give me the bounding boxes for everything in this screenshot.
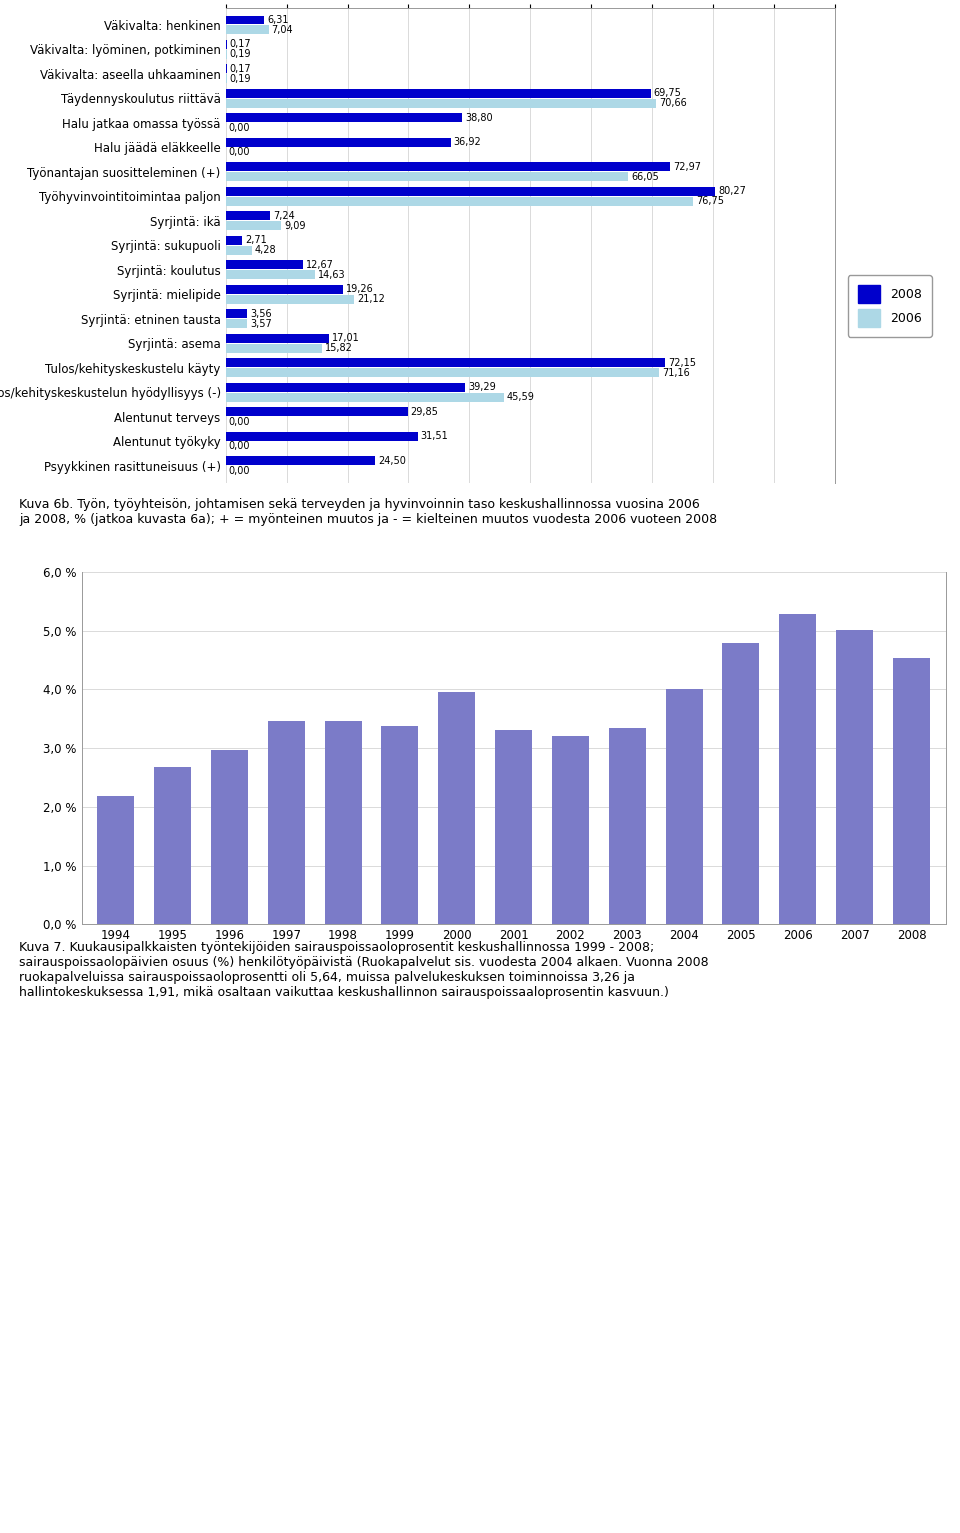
Text: 0,00: 0,00 (228, 442, 250, 451)
Bar (893, 658, 930, 924)
Bar (154, 768, 191, 924)
Text: 15,82: 15,82 (325, 343, 353, 353)
Text: 6,31: 6,31 (267, 15, 289, 25)
Bar (226, 392, 503, 402)
Bar (836, 630, 874, 924)
Bar (723, 642, 759, 924)
Text: 3,56: 3,56 (251, 308, 272, 319)
Bar (226, 310, 248, 319)
Bar (226, 236, 242, 245)
Bar (226, 408, 408, 417)
Text: 80,27: 80,27 (718, 187, 746, 196)
Bar (226, 334, 329, 343)
Bar (226, 64, 227, 74)
Text: 0,17: 0,17 (229, 64, 252, 74)
Text: 3,57: 3,57 (251, 319, 273, 328)
Text: 14: 14 (24, 1110, 51, 1128)
Bar (226, 319, 248, 328)
Bar (226, 261, 302, 270)
Text: 9,09: 9,09 (284, 221, 305, 230)
Bar (97, 796, 134, 924)
Text: 0,19: 0,19 (229, 74, 252, 84)
Bar (226, 89, 651, 98)
Bar (552, 736, 588, 924)
Text: 14,63: 14,63 (318, 270, 346, 279)
Bar (226, 212, 270, 221)
Text: 39,29: 39,29 (468, 382, 496, 392)
Bar (226, 383, 465, 392)
Bar (226, 359, 665, 368)
Bar (381, 725, 419, 924)
Bar (226, 74, 227, 83)
Bar (226, 15, 264, 25)
Bar (226, 40, 227, 49)
Text: 29,85: 29,85 (411, 406, 439, 417)
Text: 21,12: 21,12 (357, 294, 385, 304)
Bar (268, 721, 304, 924)
Bar (226, 432, 418, 442)
Bar (495, 730, 532, 924)
Bar (226, 138, 450, 147)
Bar (226, 187, 715, 196)
Text: 0,00: 0,00 (228, 466, 250, 475)
Bar (226, 98, 657, 107)
Bar (226, 196, 693, 205)
Text: 72,97: 72,97 (674, 162, 702, 172)
Text: Kuva 6b. Työn, työyhteisön, johtamisen sekä terveyden ja hyvinvoinnin taso kesku: Kuva 6b. Työn, työyhteisön, johtamisen s… (19, 498, 717, 526)
Text: 76,75: 76,75 (697, 196, 725, 205)
Bar (324, 721, 362, 924)
Text: 0,17: 0,17 (229, 40, 252, 49)
Bar (226, 172, 628, 181)
Text: 4,28: 4,28 (254, 245, 276, 254)
Bar (226, 270, 315, 279)
Legend: 2008, 2006: 2008, 2006 (848, 276, 932, 337)
Bar (226, 221, 281, 230)
Text: 38,80: 38,80 (466, 113, 492, 123)
Text: 70,66: 70,66 (660, 98, 687, 109)
Bar (226, 26, 269, 34)
Text: 2,71: 2,71 (245, 236, 267, 245)
Bar (226, 457, 375, 464)
Bar (609, 728, 646, 924)
Bar (211, 751, 248, 924)
Text: 71,16: 71,16 (662, 368, 690, 377)
Bar (226, 343, 322, 353)
Bar (226, 162, 670, 172)
Text: 72,15: 72,15 (668, 357, 696, 368)
Bar (226, 49, 227, 58)
Text: Kuva 7. Kuukausipalkkaisten työntekijöiden sairauspoissaoloprosentit keskushalli: Kuva 7. Kuukausipalkkaisten työntekijöid… (19, 941, 708, 1000)
Bar (226, 368, 660, 377)
Text: 45,59: 45,59 (507, 392, 535, 402)
Text: 19,26: 19,26 (346, 285, 373, 294)
Text: 7,24: 7,24 (273, 212, 295, 221)
Text: 36,92: 36,92 (454, 138, 482, 147)
Bar (226, 294, 354, 304)
Text: 24,50: 24,50 (378, 455, 406, 466)
Text: Tietoisku 13/2009: Työhyvinvointi Espoon kaupungin työpaikoilla 2008: Tietoisku 13/2009: Työhyvinvointi Espoon… (246, 1113, 714, 1125)
Bar (226, 245, 252, 254)
Text: 0,00: 0,00 (228, 147, 250, 158)
Bar (226, 285, 343, 294)
Bar (226, 113, 462, 123)
Text: 7,04: 7,04 (272, 25, 293, 35)
Text: 17,01: 17,01 (332, 333, 360, 343)
Text: 0,19: 0,19 (229, 49, 252, 60)
Text: 12,67: 12,67 (306, 261, 334, 270)
Bar (439, 691, 475, 924)
Text: 0,00: 0,00 (228, 417, 250, 426)
Bar (665, 688, 703, 924)
Text: 31,51: 31,51 (420, 431, 448, 442)
Text: 66,05: 66,05 (632, 172, 659, 182)
Bar (780, 613, 816, 924)
Text: 0,00: 0,00 (228, 123, 250, 133)
Text: 69,75: 69,75 (654, 89, 682, 98)
